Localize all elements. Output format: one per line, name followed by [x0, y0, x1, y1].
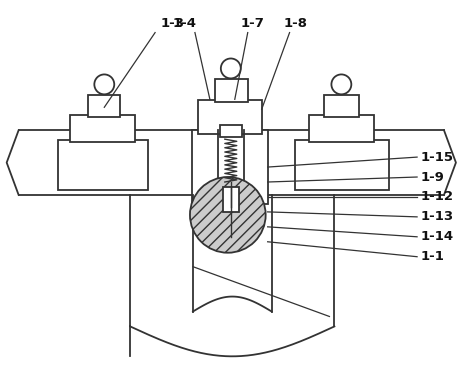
Text: 1-15: 1-15 [420, 150, 453, 164]
Text: 1-8: 1-8 [284, 17, 308, 30]
Text: 1-12: 1-12 [420, 190, 453, 203]
Circle shape [190, 177, 266, 253]
Bar [198, 100, 261, 134]
Bar [295, 140, 389, 190]
Bar [59, 140, 148, 190]
Bar [192, 130, 267, 204]
Bar [223, 187, 239, 212]
Bar [70, 115, 135, 142]
Bar [310, 115, 374, 142]
Circle shape [331, 75, 351, 94]
Text: 1-4: 1-4 [173, 17, 197, 30]
Text: 1-7: 1-7 [241, 17, 265, 30]
Bar [88, 95, 120, 117]
Bar [324, 95, 359, 117]
Bar [220, 125, 242, 137]
Circle shape [221, 58, 241, 79]
Text: 1-3: 1-3 [160, 17, 184, 30]
Circle shape [94, 75, 114, 94]
Bar [215, 79, 248, 102]
Text: 1-13: 1-13 [420, 210, 453, 224]
Text: 1-9: 1-9 [420, 171, 444, 184]
Text: 1-1: 1-1 [420, 250, 444, 263]
Text: 1-14: 1-14 [420, 230, 453, 243]
